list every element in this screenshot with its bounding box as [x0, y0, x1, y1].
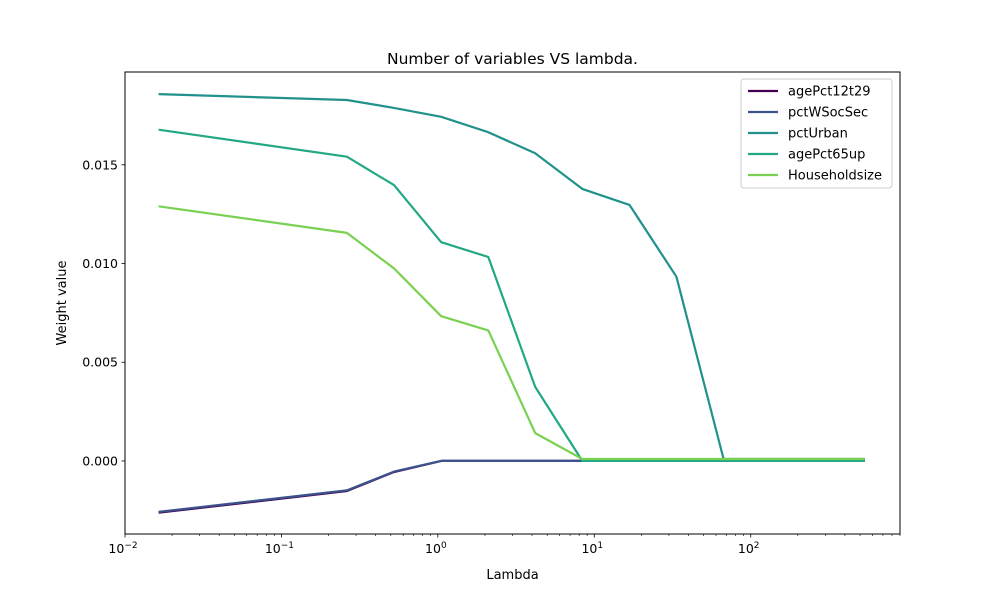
- legend-label: pctWSocSec: [788, 106, 868, 121]
- x-tick-label: 101: [581, 541, 603, 556]
- series-line-pctWSocSec: [158, 459, 865, 513]
- x-axis-label: Lambda: [486, 568, 538, 583]
- legend-label: Householdsize: [788, 169, 882, 184]
- legend-label: pctUrban: [788, 127, 848, 142]
- legend-box: [740, 78, 893, 189]
- y-tick-label: 0.005: [82, 355, 118, 370]
- legend: agePct12t29 pctWSocSec pctUrban agePct65up H…: [740, 78, 893, 189]
- x-tick-label: 102: [738, 541, 760, 556]
- series-line-Householdsize: [158, 205, 865, 461]
- y-tick-label: 0.000: [82, 453, 118, 468]
- x-tick-label: 10−1: [265, 541, 294, 556]
- series-line-agePct65up: [158, 128, 865, 462]
- legend-label: agePct12t29: [788, 85, 870, 100]
- x-tick-label: 100: [425, 541, 447, 556]
- y-tick-label: 0.010: [82, 256, 118, 271]
- series-line-agePct12t29: [158, 459, 865, 514]
- series-line-pctUrban: [158, 93, 865, 461]
- y-axis-ticks: 0.000 0.005 0.010 0.015: [82, 157, 125, 468]
- x-tick-label: 10−2: [108, 541, 137, 556]
- legend-label: agePct65up: [788, 148, 865, 163]
- chart-title: Number of variables VS lambda.: [387, 50, 638, 68]
- plot-series: [158, 93, 865, 514]
- y-axis-label: Weight value: [55, 261, 70, 346]
- x-axis-ticks: 10−2 10−1 100 101 102: [108, 534, 901, 556]
- y-tick-label: 0.015: [82, 157, 118, 172]
